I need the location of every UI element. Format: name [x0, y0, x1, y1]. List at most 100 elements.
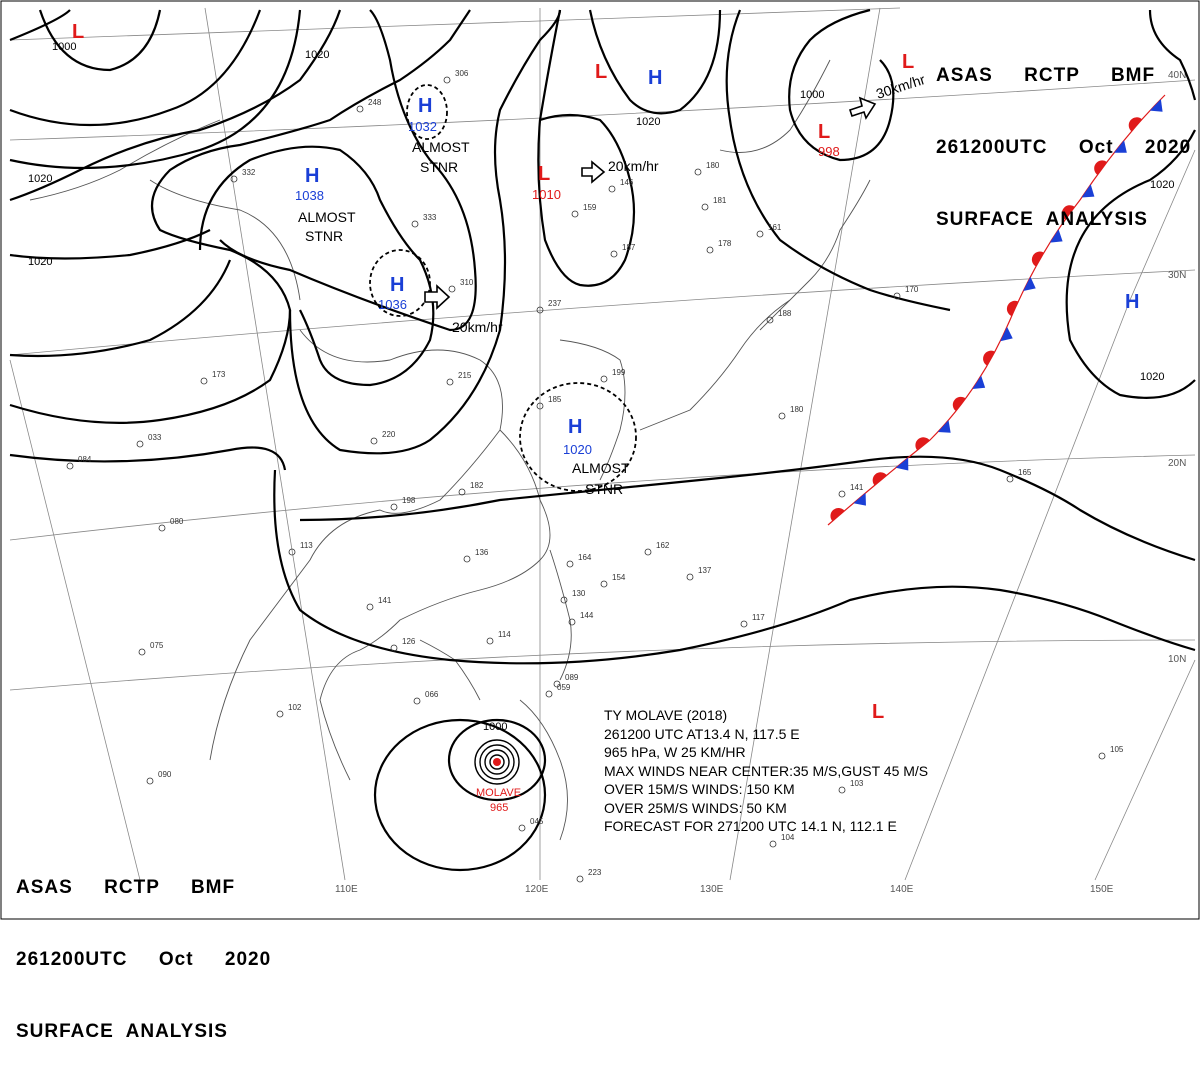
station-marker — [568, 618, 576, 626]
lon-label-130: 130E — [700, 884, 724, 895]
isobar-label: 1020 — [636, 116, 660, 128]
station-reading: 154 — [612, 573, 626, 582]
isobar-label: 1000 — [800, 89, 824, 101]
station-reading: 130 — [572, 589, 586, 598]
station-marker — [610, 250, 618, 258]
station-plots: 306 248 332 333 310 215 220 173 084 033 075 080 182 1… — [66, 69, 1124, 883]
station-marker — [146, 777, 154, 785]
station-reading: 333 — [423, 213, 437, 222]
typhoon-info-block: TY MOLAVE (2018) 261200 UTC AT13.4 N, 11… — [604, 706, 928, 836]
low-center-mark: L — [72, 21, 84, 43]
station-marker — [600, 580, 608, 588]
dashed-rings — [369, 84, 637, 492]
header-line-1: ASAS RCTP BMF — [936, 65, 1156, 86]
typhoon-pressure-motion: 965 hPa, W 25 KM/HR — [604, 744, 746, 760]
station-reading: 332 — [242, 168, 256, 177]
cold-front-triangle — [853, 492, 866, 506]
station-marker — [356, 105, 364, 113]
cold-front-triangle — [1023, 276, 1036, 292]
station-marker — [536, 306, 544, 314]
station-marker — [778, 412, 786, 420]
station-marker — [138, 648, 146, 656]
status-stnr: STNR — [305, 228, 343, 244]
warm-front-semicircle — [1061, 205, 1075, 220]
header-line-3: SURFACE ANALYSIS — [16, 1021, 228, 1042]
station-marker — [136, 440, 144, 448]
station-reading: 089 — [565, 673, 579, 682]
station-marker — [838, 786, 846, 794]
station-marker — [446, 378, 454, 386]
station-reading: 137 — [698, 566, 712, 575]
isobar-label: 1000 — [52, 41, 76, 53]
station-reading: 090 — [158, 770, 172, 779]
high-center-mark: H — [568, 416, 582, 438]
low-center-mark: L — [538, 163, 550, 185]
station-reading: 248 — [368, 98, 382, 107]
station-reading: 105 — [1110, 745, 1124, 754]
speed-label: 20km/hr — [452, 319, 503, 335]
station-marker — [66, 462, 74, 470]
low-center-mark: L — [902, 51, 914, 73]
station-reading: 173 — [212, 370, 226, 379]
station-marker — [571, 210, 579, 218]
station-marker — [566, 560, 574, 568]
station-marker — [443, 76, 451, 84]
high-center-pressure: 1020 — [563, 442, 592, 457]
low-center-pressure: 998 — [818, 144, 840, 159]
typhoon-max-winds: MAX WINDS NEAR CENTER:35 M/S,GUST 45 M/S — [604, 762, 929, 779]
station-marker — [1006, 475, 1014, 483]
station-marker — [769, 840, 777, 848]
station-reading: 199 — [612, 368, 626, 377]
station-marker — [600, 375, 608, 383]
lon-label-110: 110E — [335, 884, 358, 895]
typhoon-position: 261200 UTC AT13.4 N, 117.5 E — [604, 725, 800, 742]
station-reading: 159 — [583, 203, 597, 212]
station-reading: 141 — [850, 483, 864, 492]
station-reading: 103 — [850, 779, 864, 788]
cold-front-triangle — [937, 420, 951, 433]
station-marker — [1098, 752, 1106, 760]
high-center-pressure: 1032 — [408, 119, 437, 134]
typhoon-15ms-radius: OVER 15M/S WINDS: 150 KM — [604, 781, 795, 797]
isobar-label: 1020 — [1150, 179, 1174, 191]
station-marker — [448, 285, 456, 293]
station-marker — [536, 402, 544, 410]
station-marker — [230, 175, 238, 183]
warm-front-semicircle — [983, 350, 995, 366]
station-reading: 114 — [498, 630, 511, 639]
station-reading: 185 — [548, 395, 562, 404]
typhoon-rings — [474, 739, 520, 785]
station-reading: 033 — [148, 433, 162, 442]
station-marker — [701, 203, 709, 211]
station-marker — [560, 596, 568, 604]
cold-front-triangle — [1149, 99, 1163, 112]
typhoon-25ms-radius: OVER 25M/S WINDS: 50 KM — [604, 799, 787, 816]
station-reading: 170 — [905, 285, 919, 294]
warm-front-semicircle — [1128, 117, 1142, 132]
station-reading: 198 — [402, 496, 416, 505]
typhoon-pressure: 965 — [490, 802, 508, 814]
status-stnr: STNR — [585, 481, 623, 497]
station-marker — [756, 230, 764, 238]
high-center-mark: H — [305, 165, 319, 187]
station-reading: 180 — [790, 405, 804, 414]
lat-label-10: 10N — [1168, 654, 1186, 665]
header-line-1: ASAS RCTP BMF — [16, 877, 236, 898]
warm-front-semicircle — [1094, 160, 1107, 175]
station-reading: 310 — [460, 278, 474, 287]
station-marker — [644, 548, 652, 556]
station-marker — [838, 490, 846, 498]
station-marker — [486, 637, 494, 645]
station-marker — [458, 488, 466, 496]
warm-front-semicircle — [872, 472, 887, 486]
station-marker — [276, 710, 284, 718]
station-reading: 075 — [150, 641, 164, 650]
station-reading: 162 — [656, 541, 670, 550]
station-reading: 182 — [470, 481, 484, 490]
station-marker — [766, 316, 774, 324]
station-reading: 144 — [580, 611, 594, 620]
warm-front-semicircle — [952, 396, 966, 412]
station-reading: 102 — [288, 703, 302, 712]
status-almost: ALMOST — [412, 139, 470, 155]
isobar-label: 1020 — [28, 256, 52, 268]
